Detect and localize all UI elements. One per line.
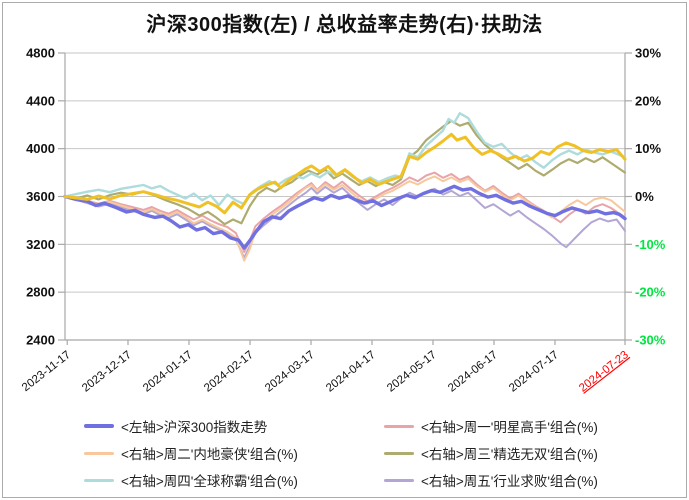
left-axis-label: 3600 — [26, 189, 55, 204]
right-axis-label: 20% — [635, 93, 661, 108]
legend-label: <右轴>周一'明星高手'组合(%) — [421, 420, 598, 435]
legend-label: <左轴>沪深300指数走势 — [121, 420, 268, 435]
legend-item-tuesday: <右轴>周二'内地豪侠'组合(%) — [84, 443, 384, 463]
legend-swatch — [384, 424, 414, 428]
x-axis-date-label: 2024-07-17 — [507, 349, 561, 395]
chart-title: 沪深300指数(左) / 总收益率走势(右)·扶助法 — [146, 14, 543, 36]
x-axis-date-label: 2024-03-17 — [263, 349, 317, 395]
series-line-wed — [63, 119, 627, 226]
right-axis-label: 10% — [635, 141, 661, 156]
legend-swatch — [84, 478, 114, 482]
legend-label: <右轴>周五'行业求败'组合(%) — [421, 474, 598, 489]
chart-legend: <左轴>沪深300指数走势 <右轴>周一'明星高手'组合(%) <右轴>周二'内… — [84, 416, 659, 490]
x-axis-date-label: 2024-06-17 — [446, 349, 500, 395]
series-line-gold_unlabeled — [63, 132, 627, 215]
right-axis-label: -20% — [635, 285, 666, 300]
legend-label: <右轴>周三'精选无双'组合(%) — [421, 447, 598, 462]
legend-swatch — [84, 451, 114, 455]
x-axis-date-label: 2024-01-17 — [141, 349, 195, 395]
right-axis-label: 30% — [635, 46, 661, 61]
series-line-hs300 — [63, 184, 627, 250]
legend-item-friday: <右轴>周五'行业求败'组合(%) — [384, 470, 659, 490]
left-axis-label: 2800 — [26, 285, 55, 300]
legend-swatch — [384, 478, 414, 482]
legend-item-hs300: <左轴>沪深300指数走势 — [84, 416, 384, 436]
legend-item-monday: <右轴>周一'明星高手'组合(%) — [384, 416, 659, 436]
x-axis-date-label: 2023-11-17 — [20, 349, 73, 394]
left-axis-label: 4800 — [26, 46, 55, 61]
series-line-tue — [64, 175, 626, 262]
right-axis-label: -10% — [635, 237, 666, 252]
x-axis-date-label: 2024-02-17 — [202, 349, 256, 395]
right-axis-label: -30% — [635, 333, 666, 348]
x-axis-date-label: 2023-12-17 — [80, 349, 134, 395]
price-return-line-chart: 4800 30% 4400 20% 4000 10% 3600 0% 3200 -10% 2800 -… — [20, 46, 666, 395]
left-axis-label: 2400 — [26, 333, 55, 348]
left-axis-label: 4400 — [26, 93, 55, 108]
x-axis-date-label: 2024-07-23 — [577, 349, 631, 395]
right-axis-label: 0% — [635, 189, 654, 204]
legend-swatch — [384, 451, 414, 455]
left-axis-label: 4000 — [26, 141, 55, 156]
legend-label: <右轴>周二'内地豪侠'组合(%) — [121, 447, 298, 462]
legend-item-wednesday: <右轴>周三'精选无双'组合(%) — [384, 443, 659, 463]
legend-label: <右轴>周四'全球称霸'组合(%) — [121, 474, 298, 489]
left-axis-label: 3200 — [26, 237, 55, 252]
legend-swatch — [84, 424, 114, 428]
legend-item-thursday: <右轴>周四'全球称霸'组合(%) — [84, 470, 384, 490]
x-axis-date-label: 2024-05-17 — [385, 349, 439, 395]
x-axis-date-label: 2024-04-17 — [324, 349, 378, 395]
